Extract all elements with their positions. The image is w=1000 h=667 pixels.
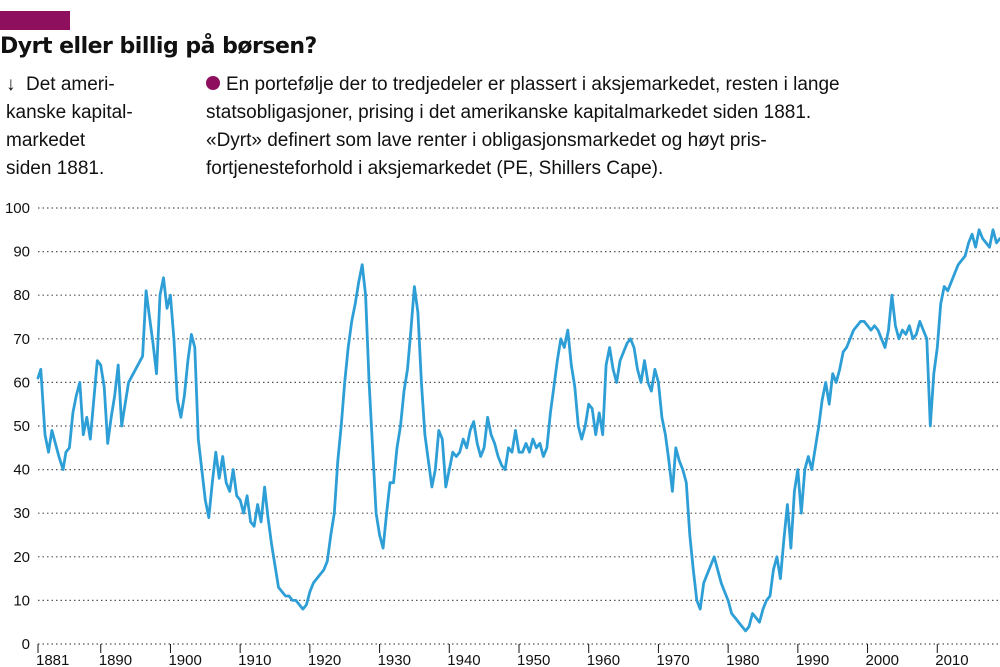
x-axis-ticks: 1881 1890 1900 1910 1920 1930 1940 1950 1960 1970… bbox=[36, 644, 969, 667]
bullet-dot-icon bbox=[206, 76, 220, 90]
description-line: statsobligasjoner, prising i det amerika… bbox=[206, 102, 812, 123]
x-tick-label: 1940 bbox=[447, 652, 480, 667]
description-line: «Dyrt» definert som lave renter i obliga… bbox=[206, 130, 767, 151]
side-note-line: siden 1881. bbox=[6, 158, 105, 179]
y-tick-label: 20 bbox=[13, 549, 30, 566]
y-tick-label: 90 bbox=[13, 244, 30, 261]
x-tick-label: 1960 bbox=[587, 652, 620, 667]
y-axis-ticks: 0 10 20 30 40 50 60 70 80 90 100 bbox=[5, 200, 30, 653]
x-tick-label: 1950 bbox=[517, 652, 550, 667]
y-tick-label: 30 bbox=[13, 505, 30, 522]
grid-lines bbox=[38, 207, 1000, 645]
chart-title: Dyrt eller billig på børsen? bbox=[0, 34, 317, 59]
side-note-line: ↓ Det ameri- bbox=[6, 71, 181, 99]
series-line bbox=[36, 228, 1000, 633]
y-tick-label: 100 bbox=[5, 200, 30, 217]
x-tick-label: 1970 bbox=[656, 652, 689, 667]
x-tick-label: 1910 bbox=[238, 652, 271, 667]
arrow-down-icon: ↓ bbox=[6, 74, 16, 95]
chart-description: En portefølje der to tredjedeler er plas… bbox=[206, 71, 996, 183]
y-tick-label: 80 bbox=[13, 287, 30, 304]
y-tick-label: 60 bbox=[13, 374, 30, 391]
x-tick-label: 1980 bbox=[726, 652, 759, 667]
side-note: ↓ Det ameri- kanske kapital- markedet sid… bbox=[6, 71, 181, 183]
y-tick-label: 10 bbox=[13, 592, 30, 609]
x-tick-label: 1890 bbox=[99, 652, 132, 667]
side-note-line: markedet bbox=[6, 130, 86, 151]
x-tick-label: 1920 bbox=[308, 652, 341, 667]
x-tick-label: 2000 bbox=[866, 652, 899, 667]
x-tick-label: 1900 bbox=[168, 652, 201, 667]
x-tick-label: 1990 bbox=[796, 652, 829, 667]
x-tick-label: 2010 bbox=[935, 652, 968, 667]
section-tag-bar bbox=[0, 11, 70, 30]
y-tick-label: 40 bbox=[13, 462, 30, 479]
y-tick-label: 70 bbox=[13, 331, 30, 348]
y-tick-label: 0 bbox=[22, 636, 30, 653]
x-tick-label: 1881 bbox=[36, 652, 69, 667]
side-note-line: kanske kapital- bbox=[6, 102, 133, 123]
description-line: fortjenesteforhold i aksjemarkedet (PE, … bbox=[206, 158, 664, 179]
x-tick-label: 1930 bbox=[378, 652, 411, 667]
description-line: En portefølje der to tredjedeler er plas… bbox=[206, 71, 996, 99]
y-tick-label: 50 bbox=[13, 418, 30, 435]
